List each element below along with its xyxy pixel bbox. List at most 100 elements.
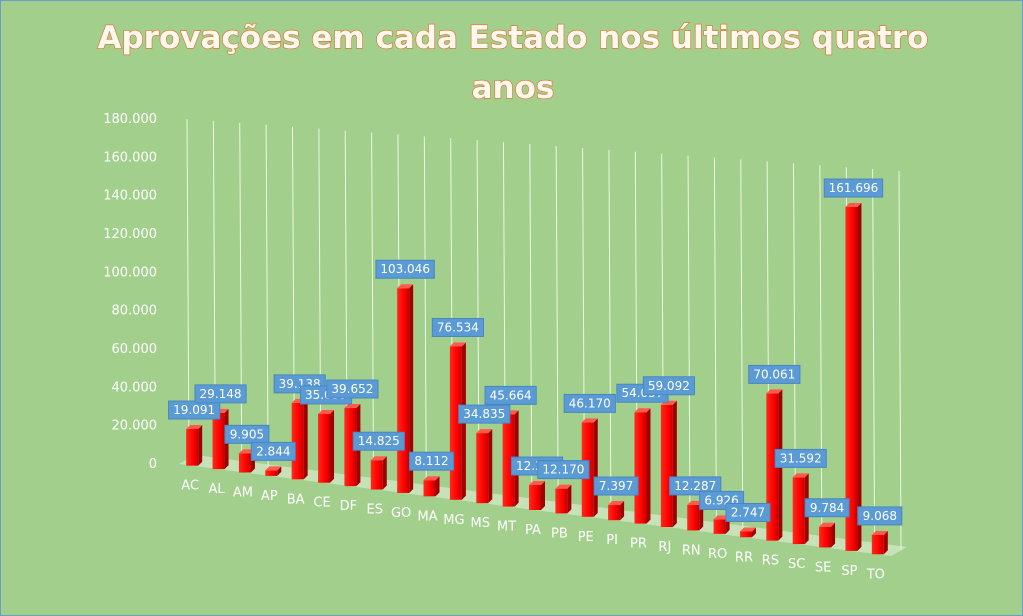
bar-top (581, 418, 598, 423)
bar-RR (739, 527, 756, 538)
data-label: 12.287 (669, 476, 722, 496)
gridline (898, 170, 902, 551)
bar-MS (476, 429, 493, 504)
gridline (239, 122, 243, 465)
data-label-text: 34.835 (463, 407, 505, 421)
x-tick-label: MA (417, 509, 437, 524)
data-label-box (537, 460, 590, 480)
data-label: 161.696 (823, 178, 884, 198)
data-label-text: 45.664 (490, 388, 532, 402)
bar-front (713, 519, 726, 534)
x-tick-label: AM (233, 486, 253, 501)
data-label: 70.061 (748, 364, 801, 384)
bar-PA (529, 481, 545, 510)
bar-front (739, 531, 752, 538)
x-tick-label: PA (525, 523, 541, 538)
bar-side (646, 408, 651, 524)
data-label-text: 8.112 (414, 454, 448, 468)
y-tick-label: 20.000 (112, 419, 158, 434)
bar-PI (608, 501, 625, 521)
x-axis: AC AL AM AP BA CE DF ES GO MA MG MS MT PA PB PE PI PR RJ RN… (181, 479, 885, 583)
gridline (555, 145, 559, 506)
data-label-box (250, 441, 296, 461)
bar-top (370, 456, 387, 461)
data-label: 9.905 (224, 424, 270, 444)
gridline (529, 144, 533, 503)
y-tick-label: 160.000 (103, 150, 157, 165)
bar-AC (186, 425, 203, 466)
x-tick-label: CE (313, 496, 330, 511)
bar-front (318, 413, 331, 483)
data-label-box (593, 476, 639, 496)
gridline (819, 165, 823, 540)
data-label-text: 19.091 (173, 403, 215, 417)
data-label-box (431, 317, 484, 337)
x-tick-label: AP (261, 489, 278, 504)
bar-top (344, 404, 361, 409)
bar-side (672, 400, 677, 528)
x-tick-label: SE (815, 560, 831, 575)
data-label: 12.170 (537, 460, 590, 480)
y-tick-label: 60.000 (112, 342, 158, 357)
data-label: 2.747 (725, 503, 771, 523)
x-tick-label: RS (762, 554, 779, 569)
y-tick-label: 140.000 (103, 189, 157, 204)
x-tick-label: SP (841, 564, 857, 579)
bar-top (318, 409, 335, 414)
bar-front (502, 414, 515, 507)
bar-front (634, 412, 647, 524)
bar-side (198, 425, 203, 466)
y-tick-label: 0 (149, 457, 157, 472)
bar-AP (265, 466, 282, 476)
bar-front (819, 526, 832, 548)
data-label: 46.170 (563, 393, 616, 413)
x-tick-label: PB (551, 526, 568, 541)
bar-top (265, 466, 282, 471)
data-label: 8.112 (409, 451, 455, 471)
bar-BA (291, 398, 308, 480)
bar-front (397, 288, 410, 493)
bar-CE (318, 409, 335, 483)
bar-side (382, 456, 387, 490)
bar-SP (845, 203, 862, 551)
y-tick-label: 80.000 (112, 304, 158, 319)
gridline (423, 136, 427, 489)
x-tick-label: AC (181, 479, 199, 494)
data-label-box (669, 476, 722, 496)
data-label-text: 76.534 (437, 320, 479, 334)
x-tick-label: MT (497, 520, 516, 535)
data-label: 34.835 (458, 404, 511, 424)
gridline (793, 163, 797, 537)
bar-front (370, 460, 383, 490)
bar-top (555, 484, 572, 489)
x-tick-label: RO (708, 547, 727, 562)
data-label: 39.652 (326, 379, 379, 399)
bar-PR (634, 408, 651, 524)
y-tick-label: 40.000 (112, 380, 158, 395)
chart-title-line-1: Aprovações em cada Estado nos últimos qu… (98, 20, 929, 56)
gridline (872, 169, 876, 547)
data-label-text: 59.092 (648, 379, 690, 393)
bar-side (620, 501, 625, 521)
data-label: 14.825 (352, 431, 405, 451)
bar-side (277, 466, 282, 476)
data-label-box (224, 424, 270, 444)
bar-ES (370, 456, 387, 490)
data-label-text: 12.170 (542, 463, 584, 477)
x-tick-label: AL (208, 482, 225, 497)
bar-front (845, 207, 858, 551)
data-label: 103.046 (375, 259, 435, 279)
bar-top (397, 284, 414, 289)
bar-front (265, 470, 278, 476)
x-tick-label: RJ (658, 540, 671, 555)
data-label-box (774, 448, 827, 468)
data-label-box (804, 498, 850, 518)
data-label: 7.397 (593, 476, 639, 496)
bar-side (883, 530, 888, 555)
bar-side (567, 484, 572, 514)
bar-MA (423, 476, 440, 497)
y-tick-label: 100.000 (103, 265, 157, 280)
data-label-box (326, 379, 379, 399)
bar-front (423, 480, 436, 497)
data-label-box (748, 364, 801, 384)
